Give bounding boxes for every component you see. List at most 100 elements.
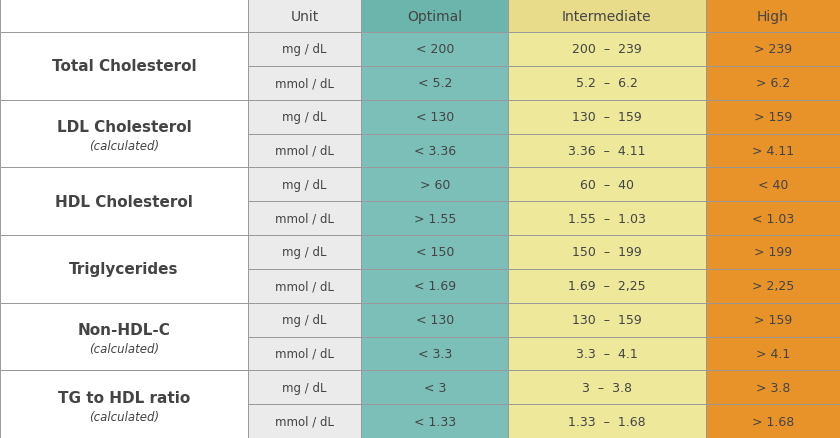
Text: mmol / dL: mmol / dL bbox=[275, 145, 334, 158]
Bar bbox=[361, 404, 508, 438]
Text: < 3.3: < 3.3 bbox=[417, 347, 452, 360]
Text: 130  –  159: 130 – 159 bbox=[572, 313, 642, 326]
Bar bbox=[706, 67, 840, 100]
Bar bbox=[706, 100, 840, 134]
Text: < 40: < 40 bbox=[758, 178, 788, 191]
Text: mmol / dL: mmol / dL bbox=[275, 415, 334, 427]
Text: Optimal: Optimal bbox=[407, 10, 462, 24]
Text: TG to HDL ratio: TG to HDL ratio bbox=[58, 390, 190, 405]
Bar bbox=[248, 337, 361, 371]
Bar bbox=[508, 168, 706, 202]
Text: > 60: > 60 bbox=[419, 178, 450, 191]
Bar bbox=[0, 371, 248, 438]
Bar bbox=[706, 269, 840, 303]
Bar bbox=[361, 303, 508, 337]
Bar bbox=[248, 33, 361, 67]
Bar bbox=[248, 168, 361, 202]
Text: mg / dL: mg / dL bbox=[282, 313, 327, 326]
Text: mg / dL: mg / dL bbox=[282, 43, 327, 57]
Bar bbox=[706, 371, 840, 404]
Text: mmol / dL: mmol / dL bbox=[275, 279, 334, 293]
Text: mmol / dL: mmol / dL bbox=[275, 347, 334, 360]
Text: 130  –  159: 130 – 159 bbox=[572, 111, 642, 124]
Bar bbox=[508, 202, 706, 236]
Bar bbox=[361, 67, 508, 100]
Text: LDL Cholesterol: LDL Cholesterol bbox=[56, 120, 192, 135]
Bar bbox=[361, 0, 508, 33]
Text: HDL Cholesterol: HDL Cholesterol bbox=[55, 194, 193, 209]
Bar bbox=[706, 404, 840, 438]
Text: mg / dL: mg / dL bbox=[282, 178, 327, 191]
Text: > 159: > 159 bbox=[753, 111, 792, 124]
Text: Unit: Unit bbox=[291, 10, 318, 24]
Bar bbox=[248, 371, 361, 404]
Bar bbox=[361, 33, 508, 67]
Bar bbox=[361, 134, 508, 168]
Bar bbox=[508, 236, 706, 269]
Text: 1.55  –  1.03: 1.55 – 1.03 bbox=[568, 212, 646, 225]
Bar bbox=[706, 134, 840, 168]
Text: 60  –  40: 60 – 40 bbox=[580, 178, 634, 191]
Bar bbox=[361, 202, 508, 236]
Bar bbox=[706, 303, 840, 337]
Bar bbox=[508, 371, 706, 404]
Text: mmol / dL: mmol / dL bbox=[275, 212, 334, 225]
Text: < 3: < 3 bbox=[423, 381, 446, 394]
Bar bbox=[248, 269, 361, 303]
Text: < 3.36: < 3.36 bbox=[413, 145, 456, 158]
Text: (calculated): (calculated) bbox=[89, 410, 159, 423]
Bar bbox=[361, 337, 508, 371]
Bar bbox=[706, 0, 840, 33]
Bar bbox=[706, 236, 840, 269]
Text: > 4.1: > 4.1 bbox=[756, 347, 790, 360]
Text: mmol / dL: mmol / dL bbox=[275, 77, 334, 90]
Bar bbox=[508, 33, 706, 67]
Text: 3.3  –  4.1: 3.3 – 4.1 bbox=[576, 347, 638, 360]
Text: > 3.8: > 3.8 bbox=[756, 381, 790, 394]
Text: < 1.33: < 1.33 bbox=[413, 415, 456, 427]
Bar bbox=[361, 269, 508, 303]
Text: (calculated): (calculated) bbox=[89, 343, 159, 355]
Bar bbox=[508, 100, 706, 134]
Text: > 239: > 239 bbox=[753, 43, 792, 57]
Bar bbox=[0, 33, 248, 100]
Bar bbox=[508, 269, 706, 303]
Bar bbox=[706, 168, 840, 202]
Bar bbox=[0, 168, 248, 236]
Bar bbox=[508, 134, 706, 168]
Text: High: High bbox=[757, 10, 789, 24]
Bar bbox=[706, 33, 840, 67]
Bar bbox=[248, 404, 361, 438]
Text: 200  –  239: 200 – 239 bbox=[572, 43, 642, 57]
Text: > 2,25: > 2,25 bbox=[752, 279, 794, 293]
Bar bbox=[0, 0, 248, 33]
Bar bbox=[706, 202, 840, 236]
Text: < 130: < 130 bbox=[416, 111, 454, 124]
Text: < 200: < 200 bbox=[416, 43, 454, 57]
Bar bbox=[361, 100, 508, 134]
Bar bbox=[508, 67, 706, 100]
Text: > 159: > 159 bbox=[753, 313, 792, 326]
Bar bbox=[248, 0, 361, 33]
Text: Intermediate: Intermediate bbox=[562, 10, 652, 24]
Text: (calculated): (calculated) bbox=[89, 140, 159, 153]
Bar bbox=[706, 337, 840, 371]
Text: mg / dL: mg / dL bbox=[282, 111, 327, 124]
Text: > 6.2: > 6.2 bbox=[756, 77, 790, 90]
Bar bbox=[0, 236, 248, 303]
Text: < 130: < 130 bbox=[416, 313, 454, 326]
Bar bbox=[0, 303, 248, 371]
Text: Non-HDL-C: Non-HDL-C bbox=[77, 322, 171, 337]
Bar bbox=[508, 303, 706, 337]
Text: Triglycerides: Triglycerides bbox=[69, 262, 179, 277]
Bar bbox=[508, 0, 706, 33]
Text: > 1.68: > 1.68 bbox=[752, 415, 794, 427]
Text: 1.33  –  1.68: 1.33 – 1.68 bbox=[568, 415, 646, 427]
Text: > 1.55: > 1.55 bbox=[413, 212, 456, 225]
Bar bbox=[248, 100, 361, 134]
Text: Total Cholesterol: Total Cholesterol bbox=[51, 59, 197, 74]
Text: < 1.03: < 1.03 bbox=[752, 212, 794, 225]
Text: 150  –  199: 150 – 199 bbox=[572, 246, 642, 259]
Text: mg / dL: mg / dL bbox=[282, 381, 327, 394]
Bar bbox=[361, 236, 508, 269]
